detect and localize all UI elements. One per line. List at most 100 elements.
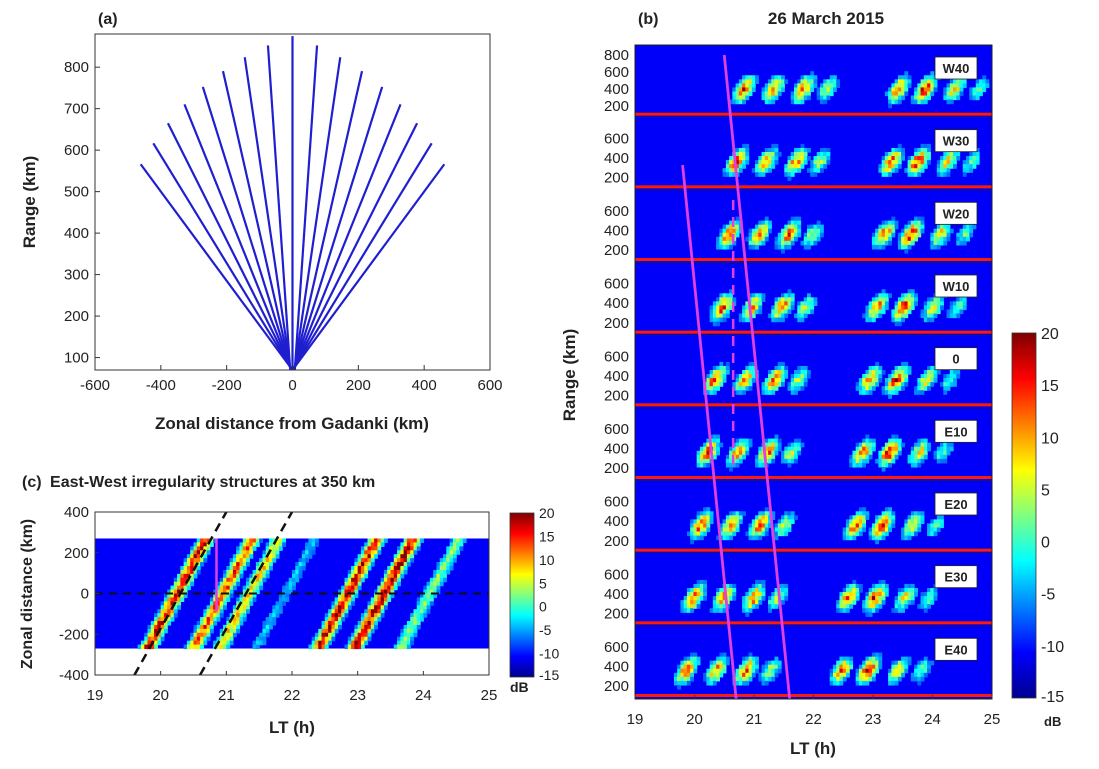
heat-cell <box>810 160 815 165</box>
heat-cell <box>777 83 782 89</box>
beam-label-box <box>934 274 978 298</box>
heat-cell <box>357 581 362 587</box>
heat-cell <box>875 244 880 250</box>
heat-cell <box>393 577 398 583</box>
heat-cell <box>910 462 915 468</box>
heat-cell <box>962 240 967 246</box>
heat-cell <box>923 664 928 670</box>
heat-cell <box>275 542 280 547</box>
heat-cell <box>790 386 795 391</box>
heat-cell <box>456 542 461 547</box>
heat-cell <box>901 378 905 383</box>
heat-cell <box>794 370 798 375</box>
heat-cell <box>755 172 759 177</box>
heat-cell <box>429 601 434 606</box>
heat-cell <box>923 152 928 157</box>
heat-cell <box>732 531 737 537</box>
heat-cell <box>709 317 714 323</box>
heat-cell <box>881 240 886 246</box>
heat-cell <box>858 676 863 682</box>
heat-cell <box>397 565 401 571</box>
y-tick-label: 400 <box>604 223 629 240</box>
heat-cell <box>914 297 918 302</box>
heat-cell <box>858 588 863 593</box>
heat-cell <box>914 87 918 93</box>
heat-cell <box>390 589 395 595</box>
heat-cell <box>436 577 441 583</box>
heat-cell <box>755 664 759 670</box>
heat-cell <box>888 293 892 298</box>
heat-cell <box>751 374 756 379</box>
heat-cell <box>246 554 250 559</box>
heat-cell <box>725 228 730 234</box>
heat-cell <box>768 668 772 674</box>
heat-cell <box>982 79 987 84</box>
heat-cell <box>433 573 438 579</box>
heat-cell <box>897 596 902 601</box>
heat-cell <box>936 301 941 307</box>
heat-cell <box>807 240 811 246</box>
heat-cell <box>265 550 270 555</box>
heat-cell <box>729 240 733 246</box>
heat-cell <box>722 668 727 674</box>
heat-cell <box>884 583 889 589</box>
heat-cell <box>917 527 922 533</box>
heat-cell <box>397 569 401 575</box>
heat-cell <box>771 305 776 311</box>
heat-cell <box>252 597 257 602</box>
heat-cell <box>868 588 873 593</box>
heat-cell <box>699 583 704 589</box>
heat-cell <box>914 220 918 226</box>
heat-cell <box>917 83 922 89</box>
heat-cell <box>878 244 883 250</box>
heat-cell <box>262 562 267 567</box>
heat-cell <box>771 386 776 391</box>
heat-cell <box>193 640 198 646</box>
heat-cell <box>962 172 967 177</box>
heat-cell <box>186 558 191 563</box>
heat-cell <box>923 313 928 319</box>
heat-cell <box>725 240 730 246</box>
heat-cell <box>206 636 211 642</box>
heat-cell <box>897 370 902 375</box>
heat-cell <box>816 160 821 165</box>
heat-cell <box>183 585 188 591</box>
heat-cell <box>794 378 798 383</box>
heat-cell <box>693 596 698 601</box>
heat-cell <box>914 676 918 682</box>
heat-cell <box>748 293 753 298</box>
heat-cell <box>797 220 802 226</box>
heat-cell <box>370 621 375 626</box>
heat-cell <box>871 652 876 658</box>
heat-cell <box>832 79 837 84</box>
panel-c-xlabel: LT (h) <box>269 718 315 737</box>
heat-cell <box>735 220 740 226</box>
heat-cell <box>907 458 912 464</box>
heat-cell <box>768 438 772 444</box>
heat-cell <box>787 386 792 391</box>
heat-cell <box>901 232 905 238</box>
heat-cell <box>904 228 909 234</box>
beam-line-2 <box>166 122 293 370</box>
heat-cell <box>206 632 211 638</box>
heat-cell <box>936 164 941 169</box>
heat-cell <box>249 538 254 544</box>
heat-cell <box>927 386 931 391</box>
heat-cell <box>790 236 795 242</box>
heat-cell <box>712 390 717 395</box>
heat-cell <box>803 244 808 250</box>
heat-cell <box>868 592 873 597</box>
heat-cell <box>742 317 746 323</box>
heat-cell <box>748 79 753 84</box>
heat-cell <box>429 589 434 595</box>
heat-cell <box>930 240 935 246</box>
heat-cell <box>930 596 935 601</box>
heat-cell <box>755 660 759 666</box>
heat-cell <box>742 79 746 84</box>
heat-cell <box>390 585 395 591</box>
x-tick-label: 21 <box>746 711 763 728</box>
heat-cell <box>716 321 720 327</box>
heat-cell <box>751 240 756 246</box>
heat-cell <box>927 588 931 593</box>
heat-cell <box>699 523 704 529</box>
